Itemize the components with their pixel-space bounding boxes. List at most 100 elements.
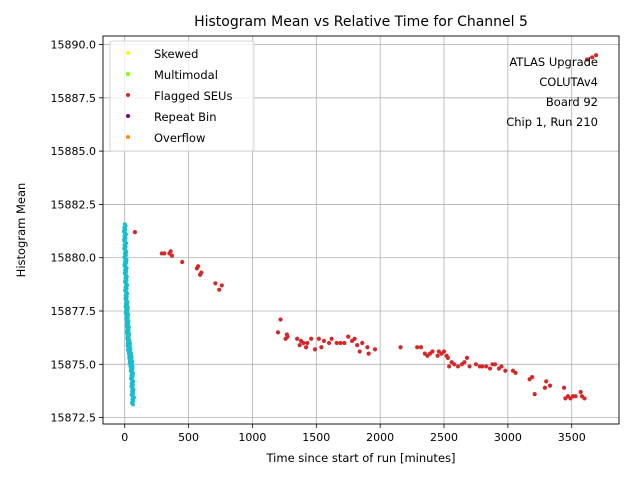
normal-point bbox=[123, 272, 128, 277]
flagged-seu-point bbox=[415, 345, 420, 350]
flagged-seu-point bbox=[484, 364, 489, 369]
normal-point bbox=[131, 390, 136, 395]
flagged-seu-point bbox=[418, 345, 424, 350]
x-tick-label: 2500 bbox=[430, 431, 458, 444]
y-tick-label: 15882.5 bbox=[51, 198, 97, 211]
normal-point bbox=[123, 248, 128, 252]
flagged-seu-point bbox=[441, 349, 447, 354]
normal-point bbox=[130, 380, 134, 385]
normal-point bbox=[129, 376, 134, 380]
legend-label: Overflow bbox=[154, 131, 205, 145]
flagged-seu-point bbox=[303, 345, 309, 350]
flagged-seu-point bbox=[285, 334, 290, 339]
flagged-seu-point bbox=[334, 340, 339, 346]
flagged-seu-point bbox=[196, 264, 201, 269]
x-tick-label: 3500 bbox=[558, 431, 586, 444]
normal-point bbox=[124, 277, 129, 282]
flagged-seu-point bbox=[530, 374, 535, 380]
legend-label: Flagged SEUs bbox=[154, 89, 232, 103]
flagged-seu-point bbox=[372, 347, 378, 352]
axis-ticks: 0 500 1000 1500 2000 2500 3000 3500 15872.5 15875… bbox=[51, 39, 586, 444]
flagged-seu-point bbox=[326, 340, 332, 346]
normal-point bbox=[125, 305, 130, 310]
flagged-seu-point bbox=[584, 57, 590, 62]
flagged-seu-point bbox=[499, 364, 504, 369]
normal-point bbox=[126, 321, 131, 325]
x-axis-label: Time since start of run [minutes] bbox=[266, 451, 456, 465]
flagged-seu-point bbox=[169, 253, 175, 258]
flagged-seu-point bbox=[464, 355, 470, 361]
legend-marker bbox=[126, 72, 130, 76]
flagged-seu-point bbox=[452, 362, 457, 367]
legend-marker bbox=[126, 114, 130, 118]
legend-label: Multimodal bbox=[154, 68, 218, 82]
normal-point bbox=[124, 232, 128, 237]
normal-point bbox=[125, 332, 130, 337]
flagged-seu-point bbox=[447, 364, 452, 369]
y-tick-label: 15877.5 bbox=[51, 305, 97, 318]
flagged-seu-point bbox=[132, 230, 138, 235]
legend: Skewed Multimodal Flagged SEUs Repeat Bin Ov… bbox=[109, 40, 255, 152]
x-tick-label: 2000 bbox=[366, 431, 394, 444]
flagged-seu-point bbox=[480, 364, 485, 369]
flagged-seu-point bbox=[342, 340, 347, 346]
plot-frame bbox=[102, 35, 620, 425]
flagged-seu-point bbox=[493, 362, 498, 367]
legend-marker bbox=[126, 93, 130, 97]
flagged-seu-point bbox=[445, 355, 450, 361]
normal-point bbox=[123, 227, 128, 232]
flagged-seu-point bbox=[338, 340, 343, 346]
flagged-seu-point bbox=[544, 379, 549, 384]
legend-box bbox=[109, 40, 255, 152]
normal-point bbox=[123, 288, 128, 292]
y-tick-label: 15890.0 bbox=[51, 39, 97, 52]
flagged-seu-point bbox=[513, 370, 518, 375]
x-tick-label: 1000 bbox=[238, 431, 266, 444]
flagged-seu-point bbox=[542, 385, 548, 390]
y-tick-label: 15872.5 bbox=[51, 412, 97, 425]
flagged-seu-point bbox=[435, 353, 440, 358]
flagged-seu-point bbox=[329, 336, 334, 341]
flagged-seu-point bbox=[316, 336, 321, 341]
flagged-seu-point bbox=[213, 281, 218, 286]
flagged-seu-point bbox=[366, 351, 371, 356]
flagged-seu-point bbox=[462, 360, 467, 365]
flagged-seu-point bbox=[217, 287, 222, 292]
flagged-seu-point bbox=[365, 345, 370, 350]
annotation-line: Board 92 bbox=[546, 95, 598, 109]
flagged-seu-point bbox=[168, 249, 173, 254]
legend-label: Repeat Bin bbox=[154, 110, 217, 124]
x-tick-label: 0 bbox=[121, 431, 128, 444]
grid-lines bbox=[103, 36, 619, 424]
normal-point bbox=[122, 262, 127, 267]
chart-title: Histogram Mean vs Relative Time for Chan… bbox=[194, 14, 528, 30]
normal-point bbox=[124, 257, 129, 262]
y-tick-label: 15880.0 bbox=[51, 252, 97, 265]
flagged-seu-point bbox=[305, 340, 310, 346]
normal-point bbox=[124, 313, 129, 318]
normal-point bbox=[124, 253, 128, 258]
normal-point bbox=[131, 371, 135, 375]
x-tick-label: 500 bbox=[178, 431, 199, 444]
flagged-seu-point bbox=[352, 336, 357, 341]
flagged-seu-point bbox=[309, 336, 314, 341]
flagged-seu-point bbox=[582, 396, 587, 401]
normal-point bbox=[130, 385, 135, 390]
flagged-seu-point bbox=[312, 347, 318, 352]
annotation-line: ATLAS Upgrade bbox=[509, 55, 598, 69]
normal-point bbox=[125, 282, 130, 287]
flagged-seu-point bbox=[430, 349, 435, 354]
annotation-line: COLUTAv4 bbox=[539, 75, 598, 89]
y-tick-label: 15875.0 bbox=[51, 358, 97, 371]
flagged-seu-point bbox=[593, 53, 599, 58]
normal-point bbox=[124, 309, 128, 314]
flagged-seu-point bbox=[321, 338, 327, 343]
flagged-seu-point bbox=[199, 270, 204, 275]
flagged-seu-point bbox=[275, 330, 281, 335]
flagged-seu-point bbox=[455, 364, 461, 369]
flagged-seu-point bbox=[467, 364, 472, 369]
flagged-seu-point bbox=[219, 283, 224, 288]
flagged-seu-point bbox=[297, 343, 302, 348]
legend-marker bbox=[126, 135, 130, 139]
